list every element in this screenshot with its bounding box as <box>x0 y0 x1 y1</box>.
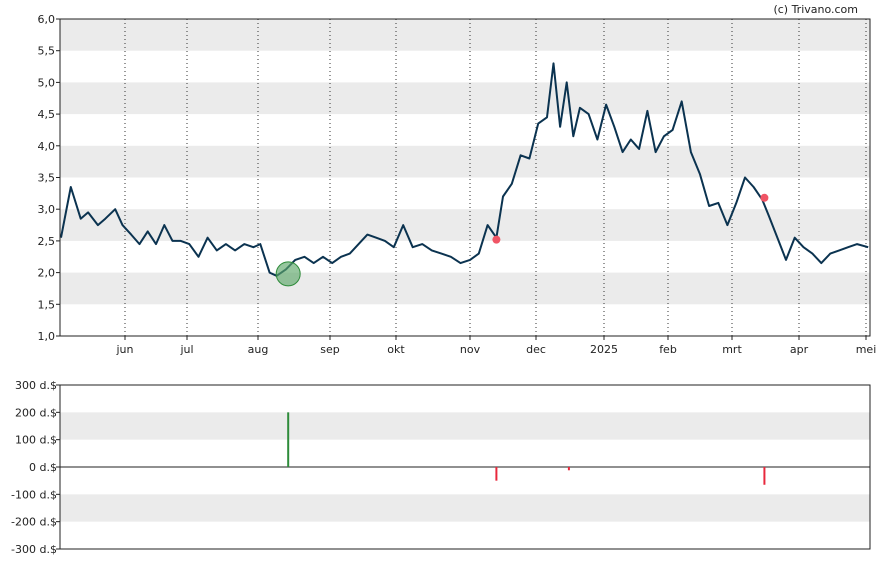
y-tick-label: 100 d.$ <box>15 434 57 447</box>
buy-marker <box>275 261 301 287</box>
y-tick-label: 0 d.$ <box>29 461 57 474</box>
x-tick-label: nov <box>460 343 481 356</box>
y-tick-label: 4,5 <box>38 108 56 121</box>
price-band <box>60 145 870 178</box>
x-tick-label: okt <box>387 343 405 356</box>
x-tick-label: mrt <box>722 343 742 356</box>
y-tick-label: 2,0 <box>38 267 56 280</box>
y-tick-label: 1,0 <box>38 330 56 343</box>
y-tick-label: 6,0 <box>38 13 56 26</box>
y-tick-label: 3,5 <box>38 172 56 185</box>
price-line <box>60 62 869 277</box>
y-tick-label: 2,5 <box>38 235 56 248</box>
price-grid-vlines <box>124 19 867 336</box>
y-tick-label: 4,0 <box>38 140 56 153</box>
price-grid-bands <box>60 19 870 305</box>
transactions-band <box>60 412 870 440</box>
price-panel: 1,0 1,5 2,0 2,5 3,0 3,5 4,0 4,5 5,0 5,5 6,0 jun jul… <box>38 13 877 356</box>
transactions-panel: 300 d.$ 200 d.$ 100 d.$ 0 d.$ -100 d.$ -200 d… <box>11 379 871 556</box>
transactions-band <box>60 494 870 522</box>
y-tick-label: 200 d.$ <box>15 406 57 419</box>
x-tick-label: apr <box>790 343 809 356</box>
transactions-y-axis: 300 d.$ 200 d.$ 100 d.$ 0 d.$ -100 d.$ -200 d… <box>11 379 60 556</box>
price-band <box>60 19 870 51</box>
y-tick-label: -200 d.$ <box>11 516 57 529</box>
x-tick-label: mei <box>856 343 877 356</box>
x-tick-label: dec <box>526 343 546 356</box>
y-tick-label: -300 d.$ <box>11 543 57 556</box>
price-band <box>60 82 870 115</box>
transaction-bars <box>287 412 766 485</box>
x-tick-label: 2025 <box>590 343 618 356</box>
price-band <box>60 272 870 305</box>
transactions-frame <box>59 384 871 550</box>
x-tick-label: aug <box>248 343 269 356</box>
price-band <box>60 209 870 241</box>
y-tick-label: -100 d.$ <box>11 488 57 501</box>
sell-marker <box>492 235 501 244</box>
x-tick-label: feb <box>659 343 677 356</box>
y-tick-label: 5,0 <box>38 76 56 89</box>
transaction-markers <box>275 193 769 287</box>
transactions-grid-bands <box>60 412 870 522</box>
x-tick-label: sep <box>320 343 339 356</box>
sell-marker <box>760 193 769 202</box>
price-x-axis: jun jul aug sep okt nov dec 2025 feb mrt apr mei <box>116 336 877 356</box>
y-tick-label: 300 d.$ <box>15 379 57 392</box>
y-tick-label: 5,5 <box>38 45 56 58</box>
price-y-axis: 1,0 1,5 2,0 2,5 3,0 3,5 4,0 4,5 5,0 5,5 6,0 <box>38 13 60 343</box>
price-frame <box>59 18 871 337</box>
y-tick-label: 1,5 <box>38 298 56 311</box>
credit-label: (c) Trivano.com <box>773 3 858 16</box>
y-tick-label: 3,0 <box>38 203 56 216</box>
x-tick-label: jul <box>179 343 193 356</box>
x-tick-label: jun <box>116 343 134 356</box>
